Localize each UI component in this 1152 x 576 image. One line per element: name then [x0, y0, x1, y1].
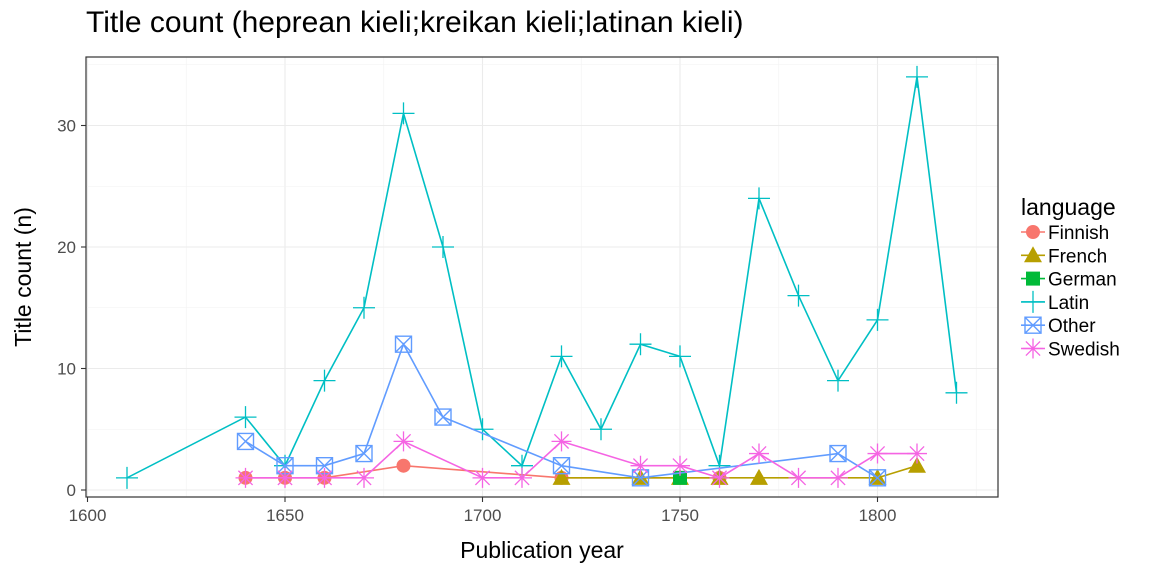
data-point-swedish: [828, 467, 848, 488]
x-tick-label: 1600: [69, 506, 107, 525]
data-point-other: [394, 335, 413, 353]
data-point-other: [868, 469, 887, 487]
axes: 1600 1650 1700 1750 1800 0 10 20 30: [57, 117, 896, 526]
data-series: [116, 65, 968, 489]
x-tick-label: 1700: [464, 506, 502, 525]
data-point-swedish: [472, 467, 493, 488]
x-tick-label: 1650: [266, 506, 304, 525]
series-german: [673, 470, 687, 485]
data-point-latin: [748, 187, 770, 210]
legend-label-german: German: [1048, 270, 1117, 291]
legend-item-finnish: Finnish: [1021, 223, 1109, 244]
data-point-other: [355, 444, 373, 463]
data-point-latin: [432, 236, 454, 258]
x-tick-label: 1750: [661, 506, 699, 525]
data-point-french: [552, 468, 571, 485]
series-line-latin: [126, 76, 958, 479]
y-tick-label: 0: [67, 481, 76, 500]
legend-key-marker-finnish: [1026, 225, 1040, 239]
data-point-other: [552, 457, 571, 475]
legend-key-marker-swedish: [1023, 338, 1043, 359]
legend-item-swedish: Swedish: [1021, 338, 1120, 361]
data-point-finnish: [396, 458, 411, 473]
data-point-swedish: [907, 443, 927, 464]
data-point-latin: [550, 345, 573, 368]
legend-label-other: Other: [1048, 316, 1096, 337]
series-latin: [116, 65, 968, 489]
data-point-latin: [787, 284, 810, 307]
data-point-latin: [313, 369, 336, 392]
y-tick-label: 30: [57, 117, 76, 136]
data-point-french: [631, 468, 650, 485]
x-tick-label: 1800: [859, 506, 897, 525]
data-point-latin: [629, 333, 652, 356]
data-point-swedish: [709, 467, 730, 488]
legend-key-marker-french: [1024, 246, 1042, 263]
legend-title: language: [1021, 194, 1116, 220]
data-point-swedish: [630, 455, 651, 476]
data-point-swedish: [867, 443, 888, 464]
data-point-swedish: [788, 467, 809, 488]
data-point-swedish: [235, 467, 256, 488]
data-point-latin: [906, 65, 928, 88]
legend-key-marker-other: [1024, 316, 1042, 334]
chart-title: Title count (heprean kieli;kreikan kieli…: [86, 6, 744, 39]
legend-item-latin: Latin: [1021, 290, 1089, 314]
data-point-swedish: [749, 443, 769, 464]
data-point-swedish: [551, 431, 572, 452]
data-point-latin: [353, 296, 375, 319]
y-tick-label: 20: [57, 238, 76, 257]
legend-item-other: Other: [1021, 316, 1096, 337]
grid: [86, 57, 998, 497]
legend-item-french: French: [1021, 246, 1107, 267]
data-point-swedish: [275, 467, 295, 488]
data-point-latin: [471, 418, 494, 441]
data-point-swedish: [670, 455, 690, 476]
data-point-swedish: [314, 467, 335, 488]
y-tick-label: 10: [57, 360, 76, 379]
legend-key-marker-german: [1026, 271, 1040, 286]
data-point-french: [868, 468, 887, 485]
data-point-latin: [392, 102, 415, 125]
data-point-latin: [234, 406, 257, 429]
data-point-other: [315, 457, 334, 475]
legend-item-german: German: [1021, 270, 1117, 291]
series-line-french: [561, 464, 918, 479]
data-point-swedish: [393, 431, 414, 452]
data-point-latin: [590, 418, 612, 441]
data-point-latin: [866, 308, 889, 331]
legend-label-finnish: Finnish: [1048, 223, 1109, 244]
data-point-french: [750, 468, 768, 485]
data-point-other: [276, 457, 294, 475]
data-point-latin: [669, 345, 691, 368]
legend-label-latin: Latin: [1048, 293, 1089, 314]
data-point-latin: [116, 466, 138, 489]
data-point-latin: [945, 381, 968, 404]
data-point-swedish: [354, 467, 374, 488]
legend-key-marker-latin: [1022, 290, 1044, 313]
data-point-german: [673, 470, 687, 485]
data-point-latin: [827, 369, 849, 392]
data-point-other: [434, 408, 452, 426]
data-point-other: [236, 432, 255, 451]
series-swedish: [235, 431, 927, 488]
legend-label-swedish: Swedish: [1048, 340, 1120, 361]
plot-panel-border: [85, 56, 999, 498]
data-point-french: [908, 456, 926, 473]
legend-label-french: French: [1048, 246, 1107, 267]
data-point-other: [829, 444, 847, 463]
series-line-swedish: [245, 440, 917, 479]
data-point-swedish: [512, 467, 532, 488]
data-point-other: [631, 469, 650, 487]
x-axis-title: Publication year: [460, 537, 624, 563]
y-axis-title: Title count (n): [10, 207, 36, 347]
